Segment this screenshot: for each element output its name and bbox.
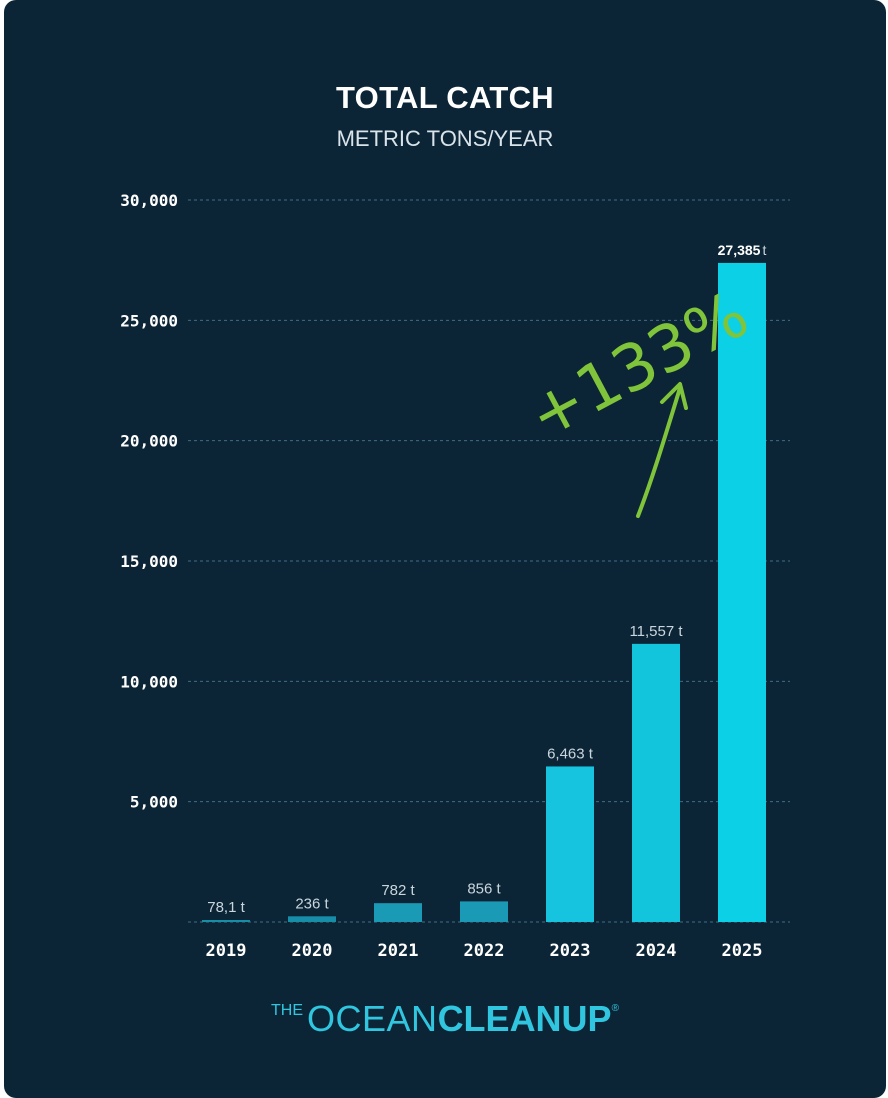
bar-chart: 5,000 10,000 15,000 20,000 25,000 30,000 78,1… [120,191,790,961]
bar-2025 [718,262,766,922]
y-tick-label: 5,000 [130,793,178,812]
y-tick-label: 25,000 [120,311,178,330]
y-tick-label: 30,000 [120,191,178,210]
chart-card: TOTAL CATCH METRIC TONS/YEAR 5,000 10,000… [4,0,886,1098]
y-tick-label: 20,000 [120,432,178,451]
value-label: 11,557 t [629,623,683,640]
bar-2020 [288,916,336,922]
value-label: 236 t [295,895,329,912]
x-tick-label: 2022 [464,941,505,961]
bar-2023 [546,766,594,922]
x-tick-label: 2025 [722,941,763,961]
y-tick-label: 15,000 [120,552,178,571]
annotation-arrow-head [660,382,688,410]
x-tick-label: 2024 [636,941,677,961]
bar-2024 [632,643,680,922]
x-tick-label: 2021 [378,941,419,961]
value-label: 27,385 t [718,242,767,258]
x-tick-label: 2019 [206,941,247,961]
x-axis-ticks: 2019 2020 2021 2022 2023 2024 2025 [206,941,763,961]
value-label: 78,1 t [207,899,245,916]
x-tick-label: 2023 [550,941,591,961]
value-label-unit: t [762,242,766,258]
x-tick-label: 2020 [292,941,333,961]
ocean-cleanup-logo: THE OCEANCLEANUP® [271,998,619,1039]
value-labels: 78,1 t 236 t 782 t 856 t 6,463 t 11,557 t 27,3… [207,242,766,916]
chart-title: TOTAL CATCH [336,80,554,115]
value-label: 6,463 t [547,745,594,762]
value-label: 782 t [381,882,415,899]
y-axis-ticks: 5,000 10,000 15,000 20,000 25,000 30,000 [120,191,178,812]
chart-subtitle: METRIC TONS/YEAR [336,126,554,151]
value-label: 856 t [467,880,501,897]
bars [202,262,766,922]
annotation-arrow-shaft [636,386,682,518]
bar-2021 [374,903,422,922]
bar-2022 [460,901,508,922]
bar-2019 [202,920,250,922]
y-tick-label: 10,000 [120,672,178,691]
